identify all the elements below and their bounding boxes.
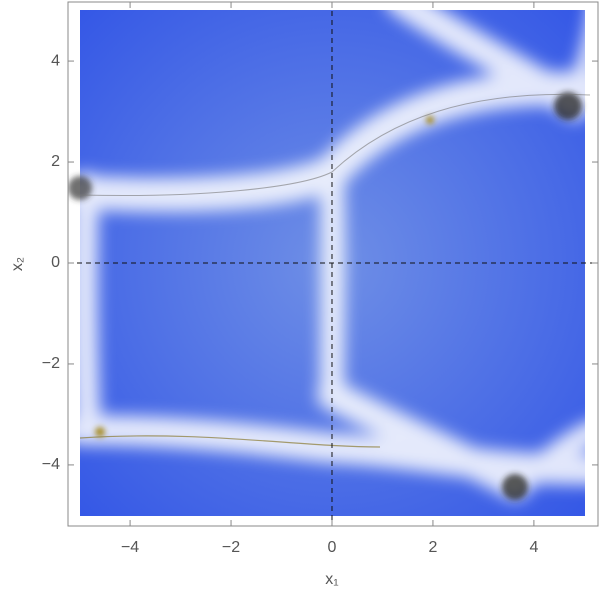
y-axis-label: x₂ (9, 257, 26, 271)
density-field (68, 2, 598, 516)
field-spots (68, 92, 582, 500)
y-tick-label: −4 (42, 456, 60, 473)
x-tick-label: 2 (428, 539, 437, 556)
plot-frame (67, 1, 599, 527)
x-axis-label: x₁ (325, 571, 338, 588)
y-tick-label: 4 (51, 52, 60, 69)
y-tick-label: 2 (51, 153, 60, 170)
x-tick-label: −4 (121, 539, 139, 556)
y-tick-label: −2 (42, 355, 60, 372)
x-tick-label: −2 (222, 539, 240, 556)
x-tick-label: 4 (529, 539, 538, 556)
x-tick-label: 0 (328, 539, 337, 556)
y-tick-label: 0 (51, 254, 60, 271)
